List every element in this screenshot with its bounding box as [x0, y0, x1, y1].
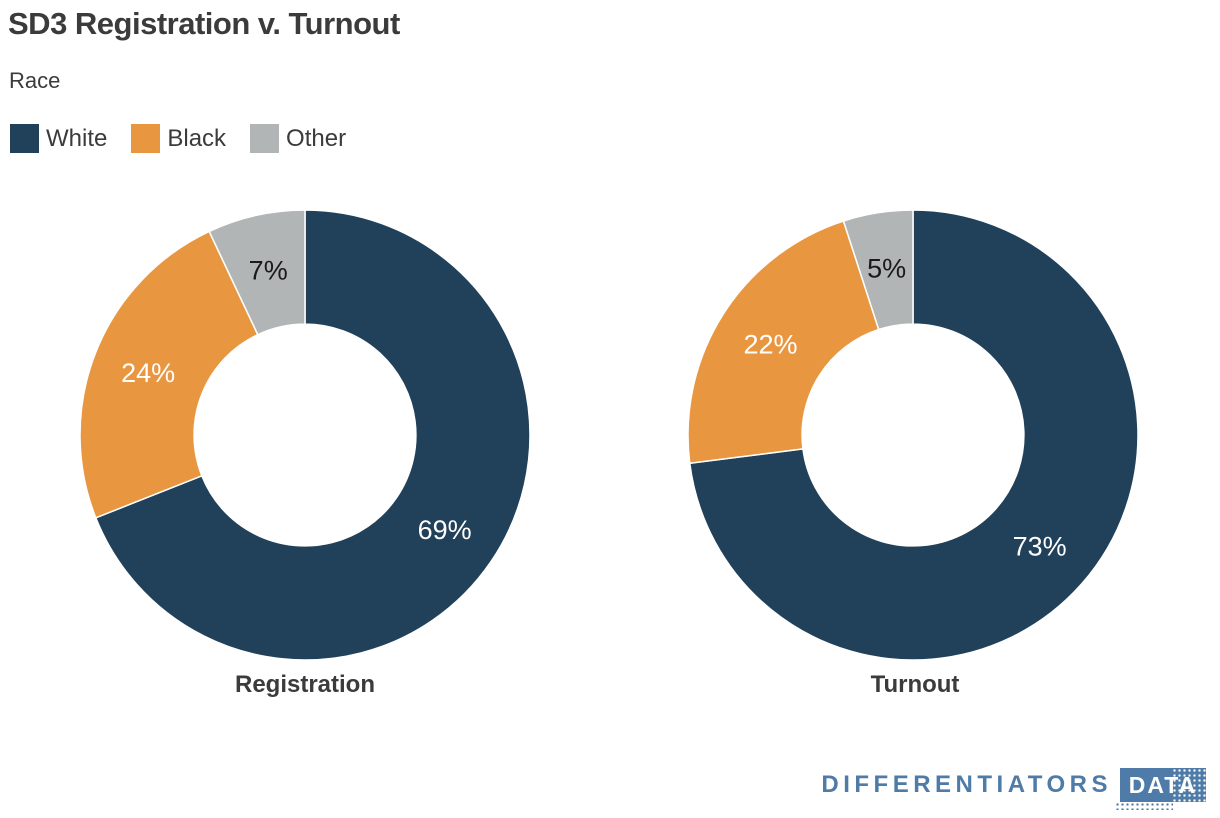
turnout-caption: Turnout [870, 671, 960, 698]
slice-value-label: 7% [249, 255, 288, 285]
brand-wordmark: DIFFERENTIATORS [821, 771, 1112, 798]
donut-slice-black [687, 220, 880, 464]
donut-slice-other [208, 209, 306, 336]
legend-swatch-white [10, 124, 39, 153]
brand-dots-decoration [1115, 802, 1173, 810]
slice-value-label: 5% [867, 253, 906, 283]
legend-item-black: Black [131, 124, 226, 153]
registration-donut-chart: 69% 24% 7% [79, 209, 531, 661]
legend-swatch-other [250, 124, 280, 153]
brand-data-label: DATA [1128, 771, 1198, 798]
slice-value-label: 73% [1013, 532, 1067, 562]
legend: White Black Other [10, 124, 370, 153]
legend-item-white: White [10, 124, 107, 153]
page-title: SD3 Registration v. Turnout [8, 6, 400, 41]
legend-label-other: Other [286, 124, 347, 152]
slice-value-label: 22% [743, 330, 797, 360]
legend-label-white: White [46, 124, 108, 152]
legend-label-black: Black [167, 124, 227, 152]
brand-logo: DIFFERENTIATORS DATA [821, 768, 1206, 810]
legend-swatch-black [131, 124, 161, 153]
slice-value-label: 69% [418, 515, 472, 545]
donut-slice-other [842, 209, 914, 331]
legend-item-other: Other [250, 124, 346, 153]
turnout-donut-chart: 73% 22% 5% [687, 209, 1139, 661]
donut-slice-white [689, 209, 1139, 661]
registration-caption: Registration [234, 671, 375, 698]
brand-data-badge: DATA [1115, 768, 1206, 810]
donut-slice-black [79, 230, 259, 519]
chart-subtitle: Race [9, 68, 61, 93]
slice-value-label: 24% [121, 358, 175, 388]
donut-slice-white [95, 209, 531, 661]
